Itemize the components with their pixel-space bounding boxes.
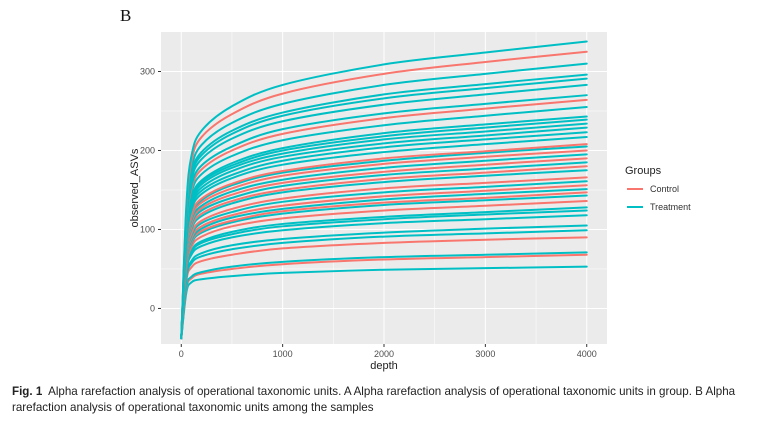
y-tick-label: 300 bbox=[140, 66, 155, 76]
series-line-treatment-38 bbox=[180, 40, 588, 340]
figure-label: Fig. 1 bbox=[12, 385, 43, 398]
y-tick-label: 200 bbox=[140, 145, 155, 155]
legend-label-treatment: Treatment bbox=[650, 202, 691, 212]
legend: Groups Control Treatment bbox=[625, 165, 691, 212]
y-axis-title: observed_ASVs bbox=[129, 148, 141, 227]
figure-caption: Fig. 1 Alpha rarefaction analysis of ope… bbox=[12, 384, 772, 416]
x-tick-label: 1000 bbox=[273, 349, 293, 359]
series-line-treatment-2 bbox=[180, 251, 588, 340]
x-axis-title: depth bbox=[370, 360, 398, 372]
panel-label: B bbox=[120, 6, 132, 25]
x-axis: 0 1000 2000 3000 4000 bbox=[179, 344, 597, 359]
y-tick-label: 0 bbox=[150, 303, 155, 313]
legend-title: Groups bbox=[625, 165, 662, 177]
series-line-treatment-0 bbox=[180, 265, 588, 340]
series-line-treatment-5 bbox=[180, 224, 588, 340]
y-axis: 0 100 200 300 bbox=[140, 66, 161, 313]
y-tick-label: 100 bbox=[140, 224, 155, 234]
x-tick-label: 4000 bbox=[577, 349, 597, 359]
series-lines bbox=[180, 40, 588, 340]
caption-text: Alpha rarefaction analysis of operationa… bbox=[12, 385, 736, 414]
rarefaction-chart: 0 1000 2000 3000 4000 0 100 200 300 depth obser… bbox=[129, 32, 691, 372]
legend-label-control: Control bbox=[650, 184, 679, 194]
x-tick-label: 2000 bbox=[374, 349, 394, 359]
x-tick-label: 3000 bbox=[475, 349, 495, 359]
x-tick-label: 0 bbox=[179, 349, 184, 359]
